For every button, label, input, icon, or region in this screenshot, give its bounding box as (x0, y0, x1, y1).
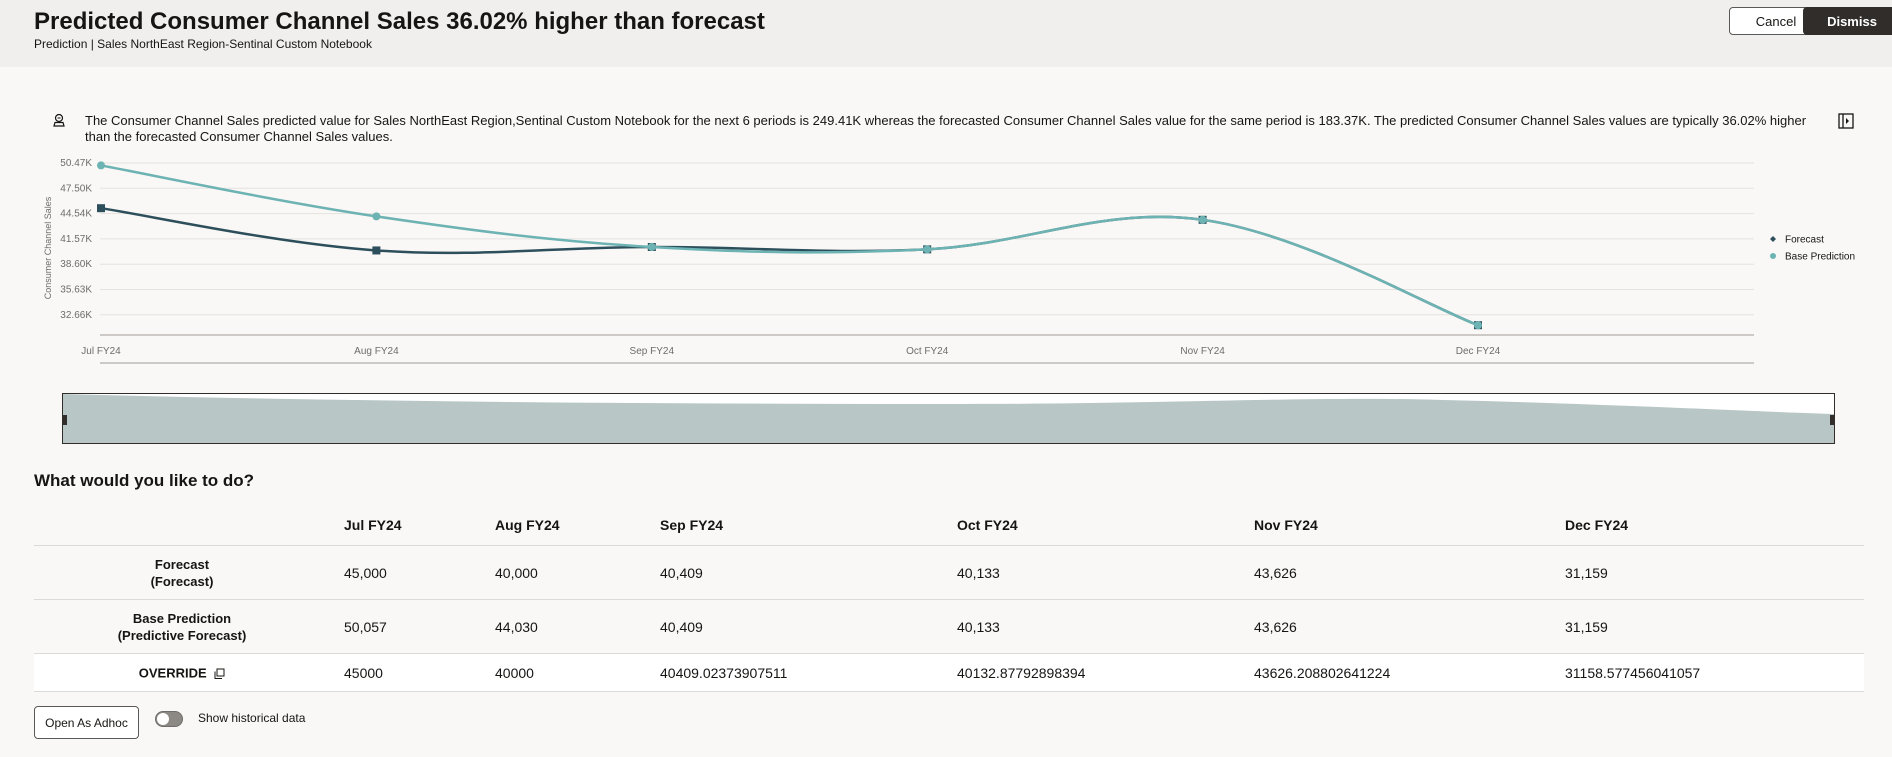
navigator-right-handle[interactable] (1830, 415, 1834, 425)
chart-overview-navigator[interactable] (62, 393, 1835, 444)
navigator-left-handle[interactable] (63, 415, 67, 425)
override-input[interactable]: 43626.208802641224 (1254, 664, 1391, 681)
table-cell: 40,133 (957, 618, 1000, 635)
data-point (97, 204, 105, 213)
override-input[interactable]: 45000 (344, 664, 383, 681)
override-label: OVERRIDE (138, 665, 207, 680)
table-cell: 40,000 (495, 564, 538, 581)
override-input[interactable]: 40409.02373907511 (660, 664, 788, 681)
copy-icon[interactable] (214, 668, 225, 679)
data-point (1474, 321, 1482, 330)
table-cell: 50,057 (344, 618, 387, 635)
dismiss-button[interactable]: Dismiss (1803, 7, 1892, 35)
table-cell: 31,159 (1565, 618, 1608, 635)
row-label-type: (Forecast) (150, 573, 214, 589)
overview-area (63, 394, 1834, 443)
insight-text: The Consumer Channel Sales predicted val… (85, 113, 1807, 144)
data-point (923, 245, 932, 254)
panel-toggle-icon[interactable] (1838, 113, 1854, 129)
table-row-base-prediction: Base Prediction (Predictive Forecast) 50… (34, 600, 1864, 654)
page-subtitle: Prediction | Sales NorthEast Region-Sent… (34, 37, 372, 51)
series-line-forecast (100, 206, 1479, 327)
data-point (372, 246, 381, 255)
y-tick-label: 47.50K (60, 183, 92, 194)
y-tick-label: 44.54K (60, 209, 92, 220)
open-as-adhoc-button[interactable]: Open As Adhoc (34, 706, 139, 739)
table-cell: 45,000 (344, 564, 387, 581)
override-input[interactable]: 31158.577456041057 (1565, 664, 1701, 681)
y-tick-label: 32.66K (60, 310, 92, 321)
insight-icon (53, 113, 65, 127)
legend-label: Forecast (1785, 235, 1824, 246)
legend-marker (1770, 253, 1776, 259)
override-table: Jul FY24 Aug FY24 Sep FY24 Oct FY24 Nov … (34, 507, 1864, 692)
x-tick-label: Sep FY24 (630, 346, 675, 357)
show-historical-toggle[interactable] (155, 711, 183, 727)
line-chart: 50.47K 47.50K 44.54K 41.57K 38.60K 35.63K 32.6… (43, 158, 1855, 364)
column-header: Nov FY24 (1254, 517, 1318, 533)
show-historical-label: Show historical data (198, 711, 306, 725)
x-tick-label: Jul FY24 (81, 346, 121, 357)
table-cell: 40,409 (660, 618, 703, 635)
table-cell: 40,409 (660, 564, 703, 581)
row-label: Base Prediction (Predictive Forecast) (34, 610, 330, 644)
page-header: Predicted Consumer Channel Sales 36.02% … (0, 0, 1892, 67)
y-axis-title: Consumer Channel Sales (43, 196, 53, 299)
legend-marker (1770, 236, 1776, 242)
actions-title: What would you like to do? (34, 471, 255, 490)
row-label-name: Forecast (154, 556, 210, 572)
override-input[interactable]: 40000 (495, 664, 534, 681)
data-point (647, 243, 656, 252)
y-tick-label: 41.57K (60, 234, 92, 245)
override-input[interactable]: 40132.87792898394 (957, 664, 1086, 681)
y-tick-label: 38.60K (60, 259, 92, 270)
y-tick-label: 50.47K (60, 158, 92, 169)
column-header: Oct FY24 (957, 517, 1018, 533)
data-point (1198, 215, 1207, 224)
table-cell: 40,133 (957, 564, 1000, 581)
table-row-forecast: Forecast (Forecast) 45,000 40,000 40,409… (34, 546, 1864, 600)
row-label: OVERRIDE (34, 664, 330, 681)
x-tick-label: Dec FY24 (1456, 346, 1501, 357)
table-cell: 44,030 (495, 618, 538, 635)
x-tick-label: Aug FY24 (354, 346, 399, 357)
x-tick-label: Oct FY24 (906, 346, 949, 357)
column-header: Sep FY24 (660, 517, 724, 533)
table-row-override: OVERRIDE 45000 40000 40409.02373907511 4… (34, 654, 1864, 692)
row-label: Forecast (Forecast) (34, 556, 330, 590)
table-cell: 31,159 (1565, 564, 1608, 581)
series-line-base-prediction (100, 164, 1479, 327)
row-label-type: (Predictive Forecast) (117, 627, 247, 643)
toggle-knob (157, 713, 169, 725)
x-tick-label: Nov FY24 (1180, 346, 1225, 357)
table-header-row: Jul FY24 Aug FY24 Sep FY24 Oct FY24 Nov … (34, 507, 1864, 546)
data-point (97, 161, 105, 170)
column-header: Aug FY24 (495, 517, 560, 533)
row-label-name: Base Prediction (132, 610, 232, 626)
column-header: Dec FY24 (1565, 517, 1629, 533)
legend-label: Base Prediction (1785, 252, 1855, 263)
page-title: Predicted Consumer Channel Sales 36.02% … (34, 8, 765, 35)
column-header: Jul FY24 (344, 517, 402, 533)
y-tick-label: 35.63K (60, 285, 92, 296)
table-cell: 43,626 (1254, 618, 1297, 635)
data-point (372, 212, 381, 221)
table-cell: 43,626 (1254, 564, 1297, 581)
